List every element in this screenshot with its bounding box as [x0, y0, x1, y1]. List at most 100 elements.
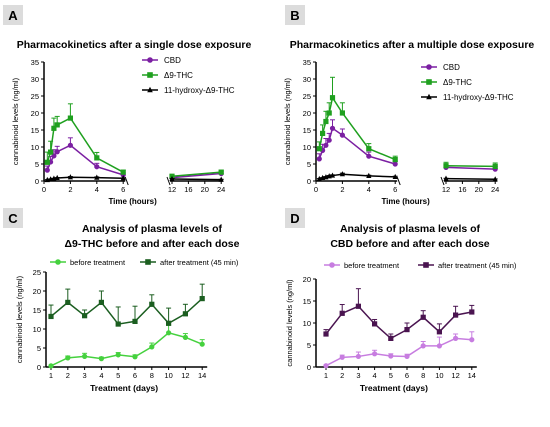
y-tick-label: 20: [33, 287, 41, 296]
data-point: [323, 143, 328, 148]
data-point: [372, 321, 377, 326]
data-point: [183, 311, 188, 316]
chart-title: CBD before and after each dose: [330, 238, 489, 250]
legend-marker: [329, 262, 335, 268]
panel-letter: D: [290, 211, 299, 226]
x-tick-label: 0: [314, 185, 318, 194]
x-tick-label: 5: [116, 371, 120, 380]
data-point: [68, 116, 73, 121]
y-tick-label: 10: [303, 143, 311, 152]
data-point: [149, 302, 154, 307]
y-tick-label: 0: [35, 177, 39, 186]
panel-letter: B: [290, 8, 299, 23]
x-tick-label: 12: [451, 371, 459, 380]
x-tick-label: 4: [95, 185, 99, 194]
legend-marker: [145, 259, 151, 265]
y-tick-label: 0: [307, 177, 311, 186]
x-tick-label: 3: [356, 371, 360, 380]
data-point: [317, 146, 322, 151]
x-tick-label: 6: [405, 371, 409, 380]
data-point: [421, 315, 426, 320]
data-point: [404, 354, 409, 359]
data-point: [366, 154, 371, 159]
x-tick-label: 8: [150, 371, 154, 380]
legend-label: Δ9-THC: [443, 78, 472, 87]
axis-break-mark: [397, 177, 400, 185]
data-point: [493, 164, 498, 169]
y-tick-label: 30: [303, 75, 311, 84]
data-point: [82, 354, 87, 359]
panel-letter: C: [8, 211, 18, 226]
chart-title: Δ9-THC before and after each dose: [64, 238, 239, 250]
data-point: [166, 330, 171, 335]
y-axis-label: cannabinoid levels (ng/ml): [285, 279, 294, 367]
data-point: [469, 337, 474, 342]
series-line: [446, 166, 495, 167]
data-point: [356, 304, 361, 309]
data-point: [121, 170, 126, 175]
data-point: [200, 342, 205, 347]
y-tick-label: 30: [31, 75, 39, 84]
data-point: [317, 156, 322, 161]
data-point: [323, 363, 328, 368]
data-point: [183, 335, 188, 340]
data-point: [366, 146, 371, 151]
x-tick-label: 14: [198, 371, 206, 380]
data-point: [443, 163, 448, 168]
data-point: [388, 336, 393, 341]
legend-marker: [55, 259, 61, 265]
data-point: [149, 344, 154, 349]
data-point: [327, 110, 332, 115]
data-point: [340, 311, 345, 316]
data-point: [65, 355, 70, 360]
y-tick-label: 20: [31, 109, 39, 118]
x-tick-label: 10: [164, 371, 172, 380]
data-point: [219, 170, 224, 175]
data-point: [469, 309, 474, 314]
y-tick-label: 25: [303, 92, 311, 101]
x-tick-label: 8: [421, 371, 425, 380]
series-line: [446, 167, 495, 169]
data-point: [99, 356, 104, 361]
chart-title: Analysis of plasma levels of: [82, 223, 223, 235]
legend-label: CBD: [443, 63, 460, 72]
data-point: [68, 143, 73, 148]
y-axis-label: cannabinoid levels (ng/ml): [283, 77, 292, 165]
y-tick-label: 10: [31, 143, 39, 152]
data-point: [116, 321, 121, 326]
x-tick-label: 6: [121, 185, 125, 194]
data-point: [327, 138, 332, 143]
data-point: [166, 321, 171, 326]
series-line: [172, 179, 221, 180]
data-point: [421, 343, 426, 348]
x-tick-label: 0: [42, 185, 46, 194]
data-point: [94, 155, 99, 160]
x-axis-label: Time (hours): [108, 197, 157, 206]
legend-marker: [147, 72, 153, 78]
legend-label: 11-hydroxy-Δ9-THC: [164, 86, 235, 95]
legend-marker: [147, 57, 153, 63]
legend-label: Δ9-THC: [164, 71, 193, 80]
y-tick-label: 5: [37, 344, 41, 353]
panel-letter: A: [8, 8, 18, 23]
x-tick-label: 10: [435, 371, 443, 380]
data-point: [45, 160, 50, 165]
y-axis-label: cannabinoid levels (ng/ml): [15, 275, 24, 363]
x-tick-label: 2: [66, 371, 70, 380]
data-point: [388, 353, 393, 358]
x-tick-label: 2: [340, 371, 344, 380]
data-point: [453, 336, 458, 341]
x-tick-label: 6: [393, 185, 397, 194]
legend-label: before treatment: [70, 258, 126, 267]
x-tick-label: 12: [168, 185, 176, 194]
x-tick-label: 1: [324, 371, 328, 380]
series-line: [51, 299, 202, 324]
data-point: [48, 363, 53, 368]
y-tick-label: 0: [307, 363, 311, 372]
y-tick-label: 15: [31, 126, 39, 135]
x-tick-label: 24: [217, 185, 225, 194]
data-point: [55, 122, 60, 127]
x-tick-label: 5: [389, 371, 393, 380]
legend-label: after treatment (45 min): [160, 258, 239, 267]
x-tick-label: 24: [491, 185, 499, 194]
